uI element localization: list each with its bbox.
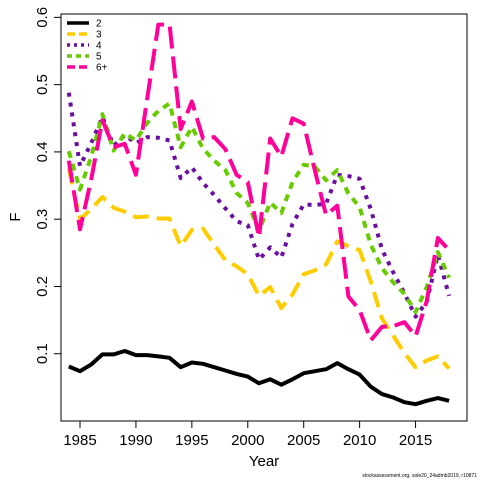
y-axis: 0.1 0.2 0.3 0.4 0.5 0.6 <box>34 7 61 364</box>
y-tick-label: 0.5 <box>34 74 51 95</box>
y-tick-label: 0.2 <box>34 276 51 297</box>
x-tick-label: 2000 <box>231 432 264 449</box>
y-tick-label: 0.1 <box>34 343 51 364</box>
series-line-3 <box>66 168 451 370</box>
x-tick-label: 1995 <box>175 432 208 449</box>
x-tick-label: 2015 <box>399 432 432 449</box>
legend-label: 6+ <box>96 63 108 74</box>
x-axis-label: Year <box>249 453 279 470</box>
legend-label: 5 <box>96 52 102 63</box>
y-tick-label: 0.6 <box>34 7 51 28</box>
x-axis: 1985 1990 1995 2000 2005 2010 2015 <box>63 421 432 449</box>
footnote: stockassessment.org, sole20_24admb2019, … <box>362 473 477 479</box>
x-tick-label: 2005 <box>287 432 320 449</box>
legend-label: 2 <box>96 19 102 30</box>
legend-label: 3 <box>96 30 102 41</box>
x-tick-label: 1990 <box>119 432 152 449</box>
x-tick-label: 1985 <box>63 432 96 449</box>
y-tick-label: 0.4 <box>34 141 51 162</box>
series-line-4 <box>66 92 452 319</box>
y-axis-label: F <box>7 212 24 221</box>
series-line-5 <box>66 101 451 314</box>
series-line-6plus <box>66 22 451 343</box>
legend-label: 4 <box>96 41 102 52</box>
series-line-2 <box>68 349 450 407</box>
series-layer <box>66 22 452 407</box>
y-tick-label: 0.3 <box>34 209 51 230</box>
plot-frame <box>60 13 468 422</box>
x-tick-label: 2010 <box>343 432 376 449</box>
